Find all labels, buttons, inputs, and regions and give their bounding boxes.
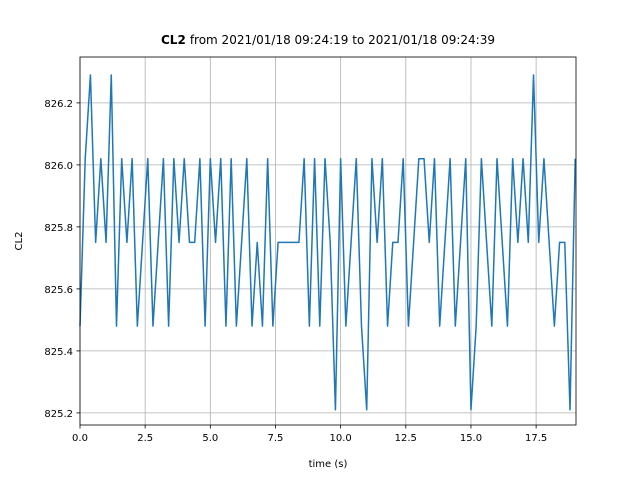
plot-frame bbox=[79, 56, 577, 426]
title-variable: CL2 bbox=[161, 33, 186, 47]
data-line bbox=[79, 74, 576, 411]
y-tick-label: 826.2 bbox=[44, 99, 73, 110]
x-axis-label: time (s) bbox=[309, 459, 348, 470]
chart-title: CL2 from 2021/01/18 09:24:19 to 2021/01/1… bbox=[161, 33, 495, 47]
y-tick-label: 825.6 bbox=[44, 285, 73, 296]
y-tick-label: 825.2 bbox=[44, 409, 73, 420]
y-tick-label: 825.4 bbox=[44, 347, 73, 358]
x-tick-label: 15.0 bbox=[460, 433, 482, 444]
x-tick-label: 0.0 bbox=[72, 433, 88, 444]
x-tick-label: 5.0 bbox=[202, 433, 218, 444]
x-tick-label: 17.5 bbox=[525, 433, 547, 444]
title-range: from 2021/01/18 09:24:19 to 2021/01/18 0… bbox=[190, 33, 495, 47]
y-tick-label: 826.0 bbox=[44, 161, 73, 172]
x-tick-label: 10.0 bbox=[330, 433, 352, 444]
y-tick-label: 825.8 bbox=[44, 223, 73, 234]
x-tick-label: 7.5 bbox=[268, 433, 284, 444]
x-tick-label: 2.5 bbox=[137, 433, 153, 444]
y-axis-label: CL2 bbox=[14, 232, 25, 251]
x-tick-label: 12.5 bbox=[395, 433, 417, 444]
